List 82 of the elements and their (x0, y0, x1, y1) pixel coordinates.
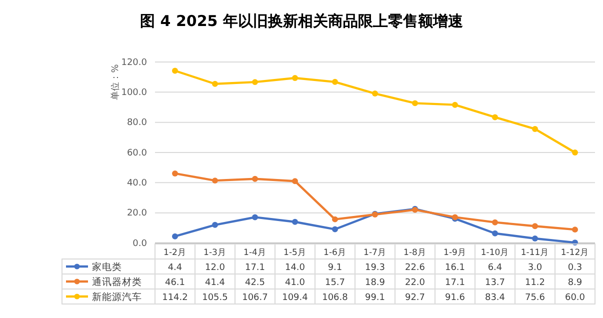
point (332, 78, 338, 85)
point (212, 178, 218, 184)
data-label: 46.1 (164, 278, 186, 288)
point (492, 114, 498, 120)
y-tick-label: 80.0 (126, 118, 148, 128)
data-label: 42.5 (244, 278, 266, 288)
point (212, 80, 218, 87)
point (412, 100, 418, 106)
y-tick-label: 120.0 (121, 58, 148, 68)
legend-label: 通讯器材类 (92, 276, 142, 288)
data-label: 6.4 (488, 263, 502, 273)
data-label: 99.1 (364, 293, 386, 303)
y-tick-label: 60.0 (126, 148, 148, 158)
y-tick-label: 20.0 (126, 208, 148, 219)
x-tick-label: 1-7月 (364, 248, 386, 258)
point (532, 126, 538, 132)
x-tick-label: 1-5月 (284, 248, 306, 258)
data-label: 14.0 (284, 263, 306, 273)
point (332, 226, 338, 232)
point (172, 170, 178, 176)
chart-title: 图 4 2025 年以旧换新相关商品限上零售额增速 (140, 12, 464, 30)
data-label: 3.0 (528, 263, 542, 273)
point (372, 90, 378, 97)
point (172, 233, 178, 240)
data-label: 4.4 (168, 263, 182, 273)
x-tick-label: 1-8月 (404, 248, 426, 258)
point (292, 218, 298, 225)
data-label: 114.2 (162, 293, 188, 303)
data-label: 19.3 (364, 263, 386, 273)
point (572, 150, 578, 156)
legend-label: 新能源汽车 (92, 291, 142, 303)
x-tick-label: 1-4月 (244, 248, 266, 258)
point (532, 235, 538, 242)
point (332, 216, 338, 222)
y-tick-label: 40.0 (126, 178, 148, 189)
data-label: 75.6 (524, 293, 546, 303)
y-tick-label: 100.0 (121, 88, 148, 98)
point (252, 176, 258, 182)
point (212, 222, 218, 228)
data-label: 8.9 (568, 278, 582, 288)
legend-label: 家电类 (92, 261, 122, 273)
x-tick-label: 1-12月 (560, 248, 590, 258)
data-label: 106.7 (242, 293, 268, 303)
data-label: 11.2 (524, 278, 546, 288)
point (252, 214, 258, 220)
point (532, 223, 538, 230)
data-label: 22.6 (404, 263, 426, 273)
x-tick-label: 1-3月 (204, 248, 226, 258)
data-label: 12.0 (204, 263, 226, 273)
x-tick-label: 1-6月 (324, 248, 346, 258)
data-label: 105.5 (202, 293, 228, 303)
data-label: 16.1 (444, 263, 466, 273)
data-label: 17.1 (444, 278, 466, 288)
data-label: 9.1 (328, 263, 342, 273)
point (172, 68, 178, 74)
y-axis-title: 单位：% (110, 64, 121, 100)
data-label: 41.0 (284, 278, 306, 288)
data-label: 83.4 (484, 293, 506, 303)
point (452, 102, 458, 108)
data-label: 15.7 (324, 278, 346, 288)
data-label: 18.9 (364, 278, 386, 288)
point (572, 226, 578, 233)
data-label: 22.0 (404, 278, 426, 288)
point (492, 230, 498, 236)
data-label: 13.7 (484, 278, 506, 288)
data-label: 109.4 (282, 293, 308, 303)
x-tick-label: 1-2月 (164, 248, 186, 258)
point (492, 219, 498, 226)
data-label: 60.0 (564, 293, 586, 303)
x-tick-label: 1-9月 (444, 248, 466, 258)
x-tick-label: 1-11月 (520, 248, 550, 258)
data-label: 91.6 (444, 293, 466, 303)
data-label: 92.7 (404, 293, 426, 303)
point (252, 79, 258, 86)
point (292, 178, 298, 184)
point (292, 75, 298, 81)
y-tick-label: 0.0 (132, 238, 148, 249)
data-label: 17.1 (244, 263, 266, 273)
data-label: 0.3 (568, 263, 582, 273)
data-label: 41.4 (204, 278, 226, 288)
data-label: 106.8 (322, 293, 348, 303)
x-tick-label: 1-10月 (480, 248, 510, 258)
